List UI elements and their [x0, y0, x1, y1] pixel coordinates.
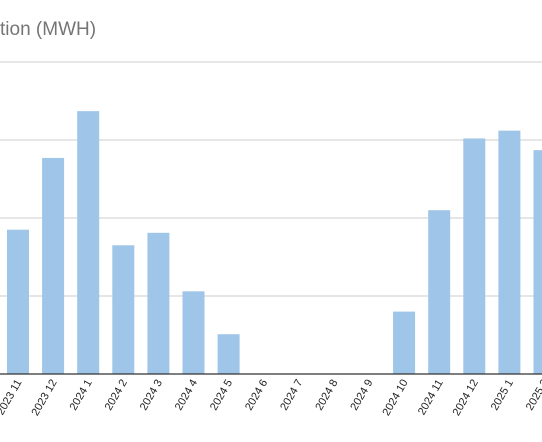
bar: [7, 229, 29, 374]
bar: [182, 291, 205, 374]
bar: [393, 311, 416, 374]
bar: [533, 150, 542, 374]
bar: [217, 334, 240, 374]
bar: [77, 111, 100, 374]
bar: [147, 232, 170, 374]
chart-title: tion (MWH): [0, 19, 97, 40]
x-tick-label: 2024 4: [173, 378, 200, 413]
x-tick-label: 2025 2: [524, 378, 542, 413]
x-tick-label: 2023 11: [0, 378, 25, 418]
x-tick-label: 2024 3: [138, 378, 165, 413]
bar: [428, 210, 451, 374]
x-tick-label: 2024 8: [313, 378, 340, 413]
bars: [7, 111, 542, 374]
x-tick-label: 2024 1: [68, 378, 95, 413]
x-tick-label: 2024 9: [348, 378, 375, 413]
x-tick-label: 2024 11: [416, 378, 446, 418]
x-tick-label: 2024 2: [103, 378, 130, 413]
x-tick-label: 2024 6: [243, 378, 270, 413]
x-tick-label: 2023 12: [29, 378, 59, 418]
bar: [463, 138, 486, 374]
x-tick-label: 2024 12: [451, 378, 481, 418]
x-tick-label: 2025 1: [489, 378, 516, 413]
bar: [498, 130, 521, 374]
x-tick-labels: 2023 11 2023 12 2024 1 2024 2 2024 3 2024 4 20…: [0, 378, 542, 418]
bar: [42, 157, 65, 374]
x-tick-label: 2024 10: [380, 378, 410, 418]
bar: [112, 245, 135, 374]
x-tick-label: 2024 5: [208, 378, 235, 413]
x-tick-label: 2024 7: [278, 378, 305, 413]
